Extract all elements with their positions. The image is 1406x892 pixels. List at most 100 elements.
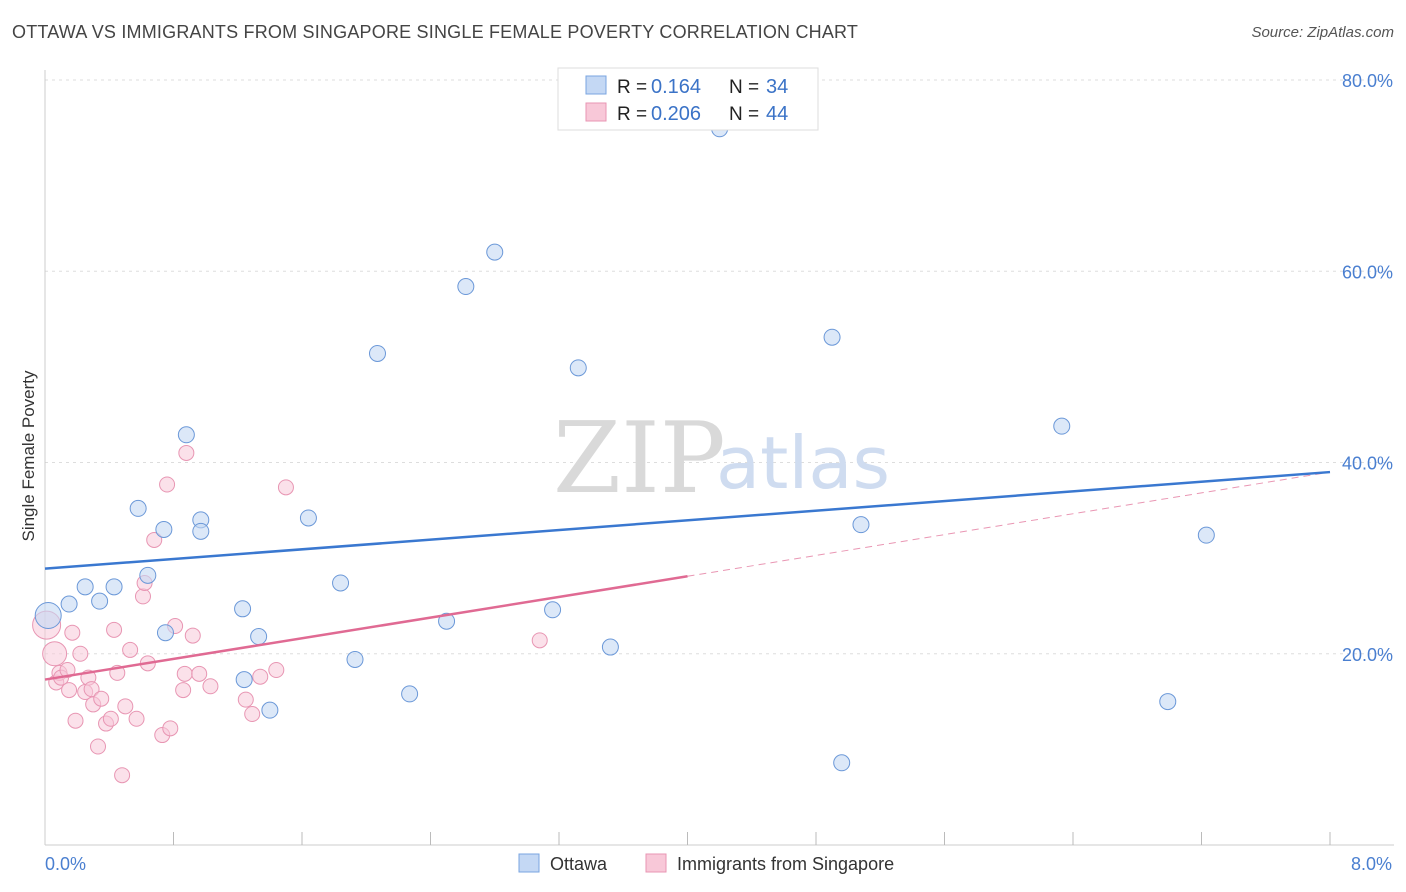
ottawa-point — [601, 638, 619, 656]
x-tick-label-min: 0.0% — [45, 854, 86, 874]
y-axis-title: Single Female Poverty — [19, 370, 38, 542]
y-tick-labels: 20.0% 40.0% 60.0% 80.0% — [1342, 71, 1393, 665]
legend-singapore-label: Immigrants from Singapore — [677, 854, 894, 874]
singapore-point — [117, 698, 134, 715]
ottawa-point — [139, 566, 157, 584]
stats-legend-ottawa-n-label: N = — [729, 77, 759, 98]
singapore-point — [176, 665, 193, 682]
legend-ottawa-swatch — [518, 853, 540, 873]
singapore-point — [61, 682, 78, 699]
ottawa-point — [156, 624, 174, 642]
singapore-point — [102, 710, 119, 727]
stats-legend: R = 0.164 N = 34 R = 0.206 N = 44 — [557, 67, 819, 131]
ottawa-point — [261, 701, 279, 719]
y-tick-label: 40.0% — [1342, 454, 1393, 474]
y-tick-label: 20.0% — [1342, 645, 1393, 665]
ottawa-point — [1053, 417, 1071, 435]
watermark-atlas: atlas — [716, 421, 890, 505]
singapore-point — [162, 720, 179, 737]
stats-legend-ottawa-r-value: 0.164 — [651, 76, 701, 98]
stats-legend-singapore-n-value: 44 — [766, 103, 788, 125]
legend-singapore-swatch — [645, 853, 667, 873]
stats-legend-ottawa-n-value: 34 — [766, 76, 788, 98]
stats-legend-singapore-r-value: 0.206 — [651, 103, 701, 125]
singapore-point — [175, 682, 192, 699]
singapore-point — [146, 531, 163, 548]
ottawa-point — [401, 685, 419, 703]
singapore-point — [184, 627, 201, 644]
ottawa-point — [823, 328, 841, 346]
y-tick-label: 60.0% — [1342, 262, 1393, 282]
ottawa-point — [177, 426, 195, 444]
ottawa-point — [234, 600, 252, 618]
ottawa-point — [34, 602, 62, 629]
singapore-point — [122, 641, 139, 658]
singapore-point — [128, 710, 145, 727]
singapore-point — [202, 678, 219, 695]
ottawa-point — [105, 578, 123, 596]
singapore-point — [244, 705, 261, 722]
ottawa-point — [60, 595, 78, 613]
singapore-point — [42, 641, 68, 667]
series-singapore-points — [32, 444, 548, 784]
ottawa-point — [438, 612, 456, 630]
singapore-point — [134, 588, 151, 605]
ottawa-point — [368, 344, 386, 362]
singapore-point — [72, 645, 89, 662]
axes — [44, 70, 1394, 846]
x-tick-label-max: 8.0% — [1351, 854, 1392, 874]
ottawa-point — [250, 628, 268, 646]
ottawa-point — [852, 516, 870, 534]
x-ticks — [173, 832, 1331, 845]
ottawa-point — [155, 520, 173, 538]
ottawa-trend-line — [44, 470, 1331, 570]
stats-legend-singapore-n-label: N = — [729, 104, 759, 125]
ottawa-point — [1159, 693, 1177, 711]
ottawa-point — [457, 278, 475, 296]
singapore-point — [268, 662, 285, 679]
grid-lines — [45, 79, 1394, 655]
singapore-point — [59, 662, 76, 679]
ottawa-point — [299, 509, 317, 527]
ottawa-point — [569, 359, 587, 377]
stats-legend-ottawa-swatch — [585, 75, 607, 95]
ottawa-point — [486, 243, 504, 261]
trend-lines — [44, 470, 1331, 681]
singapore-point — [90, 738, 107, 755]
singapore-trend-line — [44, 575, 688, 681]
singapore-point — [67, 712, 84, 729]
series-legend: Ottawa Immigrants from Singapore — [518, 853, 894, 874]
ottawa-point — [346, 650, 364, 668]
ottawa-point — [833, 754, 851, 772]
singapore-trend-extension — [687, 471, 1331, 577]
y-tick-label: 80.0% — [1342, 71, 1393, 91]
ottawa-point — [192, 522, 210, 540]
watermark-zip: ZIP — [553, 402, 726, 516]
ottawa-point — [1197, 526, 1215, 544]
singapore-point — [178, 444, 195, 461]
singapore-point — [64, 624, 81, 641]
ottawa-point — [76, 578, 94, 596]
singapore-point — [114, 767, 131, 784]
singapore-point — [277, 479, 294, 496]
singapore-point — [237, 691, 254, 708]
singapore-point — [252, 668, 269, 685]
singapore-point — [191, 665, 208, 682]
ottawa-point — [129, 499, 147, 517]
singapore-point — [159, 476, 176, 493]
ottawa-point — [332, 574, 350, 592]
stats-legend-singapore-r-label: R = — [617, 104, 647, 125]
chart-title: OTTAWA VS IMMIGRANTS FROM SINGAPORE SING… — [12, 22, 859, 42]
ottawa-point — [544, 601, 562, 619]
legend-ottawa-label: Ottawa — [550, 854, 608, 874]
stats-legend-ottawa-r-label: R = — [617, 77, 647, 98]
source-credit: Source: ZipAtlas.com — [1251, 24, 1394, 41]
singapore-point — [531, 632, 548, 649]
ottawa-point — [235, 671, 253, 689]
stats-legend-singapore-swatch — [585, 102, 607, 122]
ottawa-point — [91, 592, 109, 610]
watermark: ZIP atlas — [553, 402, 890, 516]
singapore-point — [93, 690, 110, 707]
singapore-point — [106, 621, 123, 638]
